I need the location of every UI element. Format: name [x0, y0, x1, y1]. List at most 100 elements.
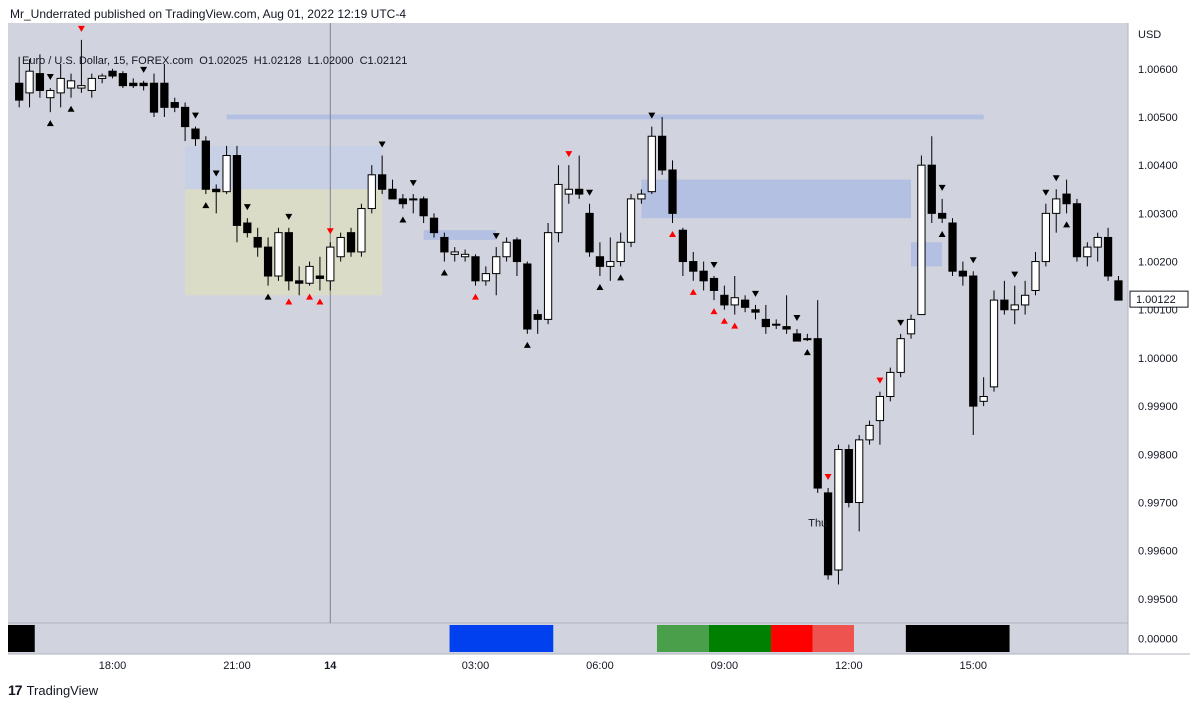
- candle-body: [253, 236, 262, 248]
- ohlc-high: H1.02128: [253, 55, 302, 67]
- candle-body: [813, 338, 822, 489]
- candle-body: [160, 82, 169, 108]
- signal-down-marker: [565, 151, 573, 158]
- candle-body: [471, 256, 480, 282]
- last-price-badge: [1129, 290, 1189, 308]
- candle-body: [834, 449, 843, 571]
- ohlc-close: C1.02121: [359, 55, 408, 67]
- candle-body: [191, 128, 200, 140]
- signal-down-marker: [191, 112, 199, 119]
- ohlc-low: L1.02000: [307, 55, 354, 67]
- candle-body: [440, 236, 449, 253]
- candle-body: [87, 77, 96, 91]
- candle-body: [533, 314, 542, 320]
- indicator-value-label: 0.00000: [1138, 634, 1178, 646]
- candle-body: [346, 232, 356, 253]
- candle-body: [1062, 193, 1071, 205]
- candle-body: [823, 492, 833, 576]
- time-tick-label: 21:00: [223, 660, 251, 672]
- signal-up-marker: [67, 105, 75, 112]
- candle-body: [243, 222, 252, 234]
- candle-body: [201, 140, 210, 190]
- signal-down-marker: [876, 377, 884, 384]
- candle-body: [637, 193, 646, 200]
- candle-body: [927, 164, 936, 214]
- signal-up-marker: [264, 293, 272, 300]
- signal-down-marker: [938, 184, 946, 191]
- candle-body: [803, 338, 812, 341]
- candle-body: [388, 188, 397, 200]
- signal-up-marker: [669, 231, 677, 237]
- candle-body: [1010, 304, 1019, 311]
- price-tick-label: 0.99500: [1138, 594, 1178, 606]
- candle-body: [969, 275, 978, 407]
- candle-body: [1093, 236, 1102, 248]
- signal-down-marker: [492, 233, 500, 240]
- signal-up-marker: [731, 322, 739, 329]
- candle-body: [699, 270, 708, 282]
- candle-body: [658, 135, 667, 171]
- signal-up-marker: [720, 317, 728, 324]
- candle-body: [429, 217, 439, 234]
- candle-body: [1072, 203, 1082, 258]
- price-tick-label: 0.99700: [1138, 498, 1178, 510]
- signal-up-marker: [523, 341, 531, 348]
- candle-body: [378, 174, 387, 190]
- candle-body: [564, 188, 573, 195]
- zone-box: [641, 179, 912, 219]
- candle-body: [1114, 280, 1123, 301]
- candle-body: [886, 371, 895, 397]
- candle-body: [865, 424, 874, 441]
- signal-down-marker: [793, 315, 801, 322]
- candle-body: [709, 277, 719, 291]
- candle-body: [554, 183, 563, 234]
- signal-up-marker: [316, 298, 324, 305]
- candle-body: [938, 212, 947, 219]
- signal-up-marker: [471, 293, 479, 300]
- candle-body: [595, 256, 605, 267]
- signal-up-marker: [938, 231, 946, 237]
- zone-box: [911, 242, 943, 267]
- candle-body: [180, 106, 190, 128]
- candle-body: [782, 326, 791, 330]
- signal-down-marker: [378, 141, 386, 148]
- price-chart[interactable]: USD 1.00600 1.00500 1.00400 1.00300 1.00200 1.…: [8, 23, 1190, 678]
- candle-body: [419, 198, 428, 217]
- indicator-segment: [771, 625, 813, 652]
- candle-body: [740, 299, 750, 308]
- signal-down-marker: [409, 180, 417, 187]
- signal-down-marker: [586, 189, 594, 196]
- candle-body: [357, 208, 366, 253]
- signal-up-marker: [202, 202, 210, 209]
- signal-up-marker: [689, 288, 697, 295]
- indicator-segment: [905, 625, 1010, 652]
- candle-body: [284, 232, 293, 282]
- time-tick-label: 12:00: [835, 660, 863, 672]
- signal-up-marker: [440, 269, 448, 276]
- candle-body: [398, 198, 408, 205]
- candle-body: [108, 70, 117, 77]
- signal-down-marker: [1052, 175, 1060, 182]
- candle-body: [616, 241, 625, 263]
- candle-body: [336, 236, 345, 258]
- last-price-label: 1.00122: [1136, 294, 1176, 306]
- candle-body: [170, 102, 179, 108]
- price-tick-label: 0.99600: [1138, 546, 1178, 558]
- candle-body: [1083, 246, 1092, 258]
- symbol-name: Euro / U.S. Dollar, 15, FOREX.com: [22, 55, 194, 67]
- candle-body: [751, 309, 760, 313]
- signal-down-marker: [140, 66, 148, 73]
- signal-down-marker: [285, 213, 293, 220]
- candle-body: [1020, 294, 1030, 306]
- candle-body: [326, 246, 335, 282]
- candle-body: [295, 280, 304, 284]
- signal-up-marker: [617, 274, 625, 281]
- signal-up-marker: [306, 293, 314, 300]
- time-tick-label: 15:00: [959, 660, 987, 672]
- candle-body: [46, 89, 55, 99]
- candle-body: [948, 222, 957, 272]
- price-tick-label: 1.00300: [1138, 208, 1178, 220]
- candle-body: [56, 77, 65, 94]
- chart-area[interactable]: USD 1.00600 1.00500 1.00400 1.00300 1.00200 1.…: [8, 23, 1190, 678]
- candle-body: [575, 188, 584, 195]
